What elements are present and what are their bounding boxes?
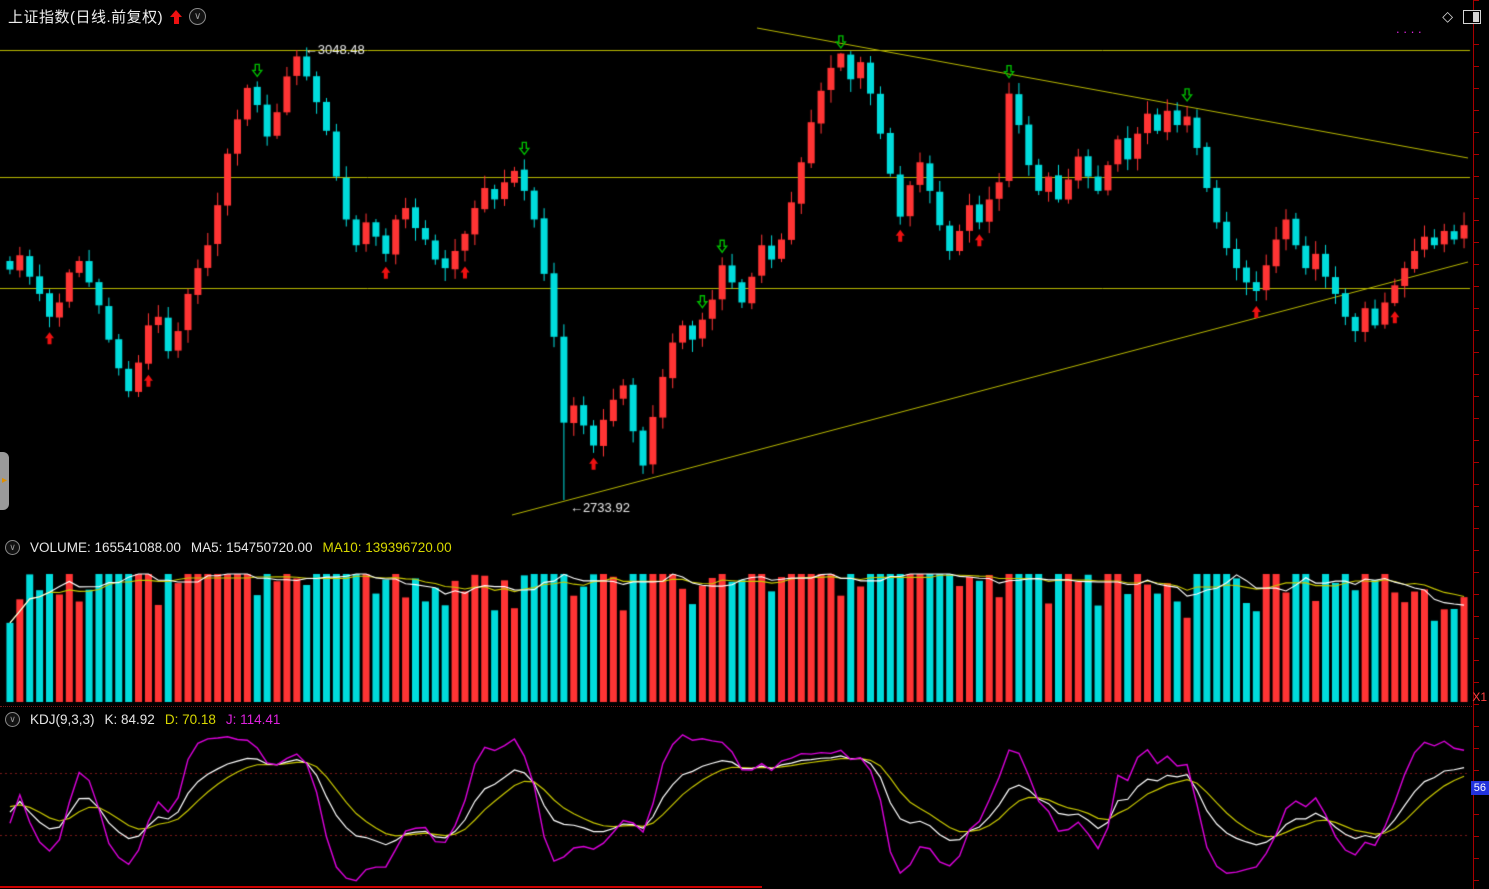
- window-layout-icon[interactable]: [1463, 9, 1481, 24]
- kdj-value-badge: 56: [1470, 781, 1489, 795]
- window-layout-icon-fill: [1473, 11, 1479, 22]
- chevron-down-icon: ∨: [9, 542, 16, 552]
- titlebar-right-icons: ◇: [1442, 8, 1481, 25]
- kdj-k-label: K: 84.92: [104, 712, 155, 727]
- collapse-kdj-icon[interactable]: ∨: [5, 712, 20, 727]
- volume-value-label: VOLUME: 165541088.00: [30, 540, 181, 555]
- collapse-main-icon[interactable]: ∨: [189, 8, 207, 25]
- diamond-icon[interactable]: ◇: [1442, 8, 1453, 24]
- kdj-panel-header: ∨ KDJ(9,3,3) K: 84.92 D: 70.18 J: 114.41: [5, 712, 280, 727]
- sidebar-slide-handle[interactable]: ▸: [0, 452, 9, 510]
- trend-up-icon: [170, 9, 183, 24]
- panel-separator: [0, 706, 1474, 707]
- main-price-chart[interactable]: [0, 0, 1474, 536]
- chart-title-bar: 上证指数(日线.前复权) ∨: [8, 6, 207, 27]
- x1-scale-label: X1: [1472, 690, 1487, 704]
- page-title: 上证指数(日线.前复权): [8, 9, 164, 26]
- bottom-scroll-indicator: [0, 886, 762, 888]
- slide-handle-arrow-icon: ▸: [1, 475, 8, 486]
- chevron-down-icon: ∨: [9, 714, 16, 724]
- volume-chart[interactable]: [0, 558, 1474, 704]
- volume-panel-header: ∨ VOLUME: 165541088.00 MA5: 154750720.00…: [5, 540, 452, 555]
- indicator-dots-icon: ····: [1395, 24, 1425, 39]
- volume-ma10-label: MA10: 139396720.00: [322, 540, 452, 555]
- price-axis-strip[interactable]: [1473, 0, 1489, 889]
- kdj-chart[interactable]: [0, 730, 1474, 888]
- kdj-j-label: J: 114.41: [225, 712, 281, 727]
- kdj-d-label: D: 70.18: [164, 712, 216, 727]
- kdj-label: KDJ(9,3,3): [30, 712, 95, 727]
- volume-ma5-label: MA5: 154750720.00: [190, 540, 313, 555]
- chevron-down-icon: ∨: [194, 10, 202, 22]
- axis-ticks: [1474, 0, 1479, 889]
- collapse-volume-icon[interactable]: ∨: [5, 540, 20, 555]
